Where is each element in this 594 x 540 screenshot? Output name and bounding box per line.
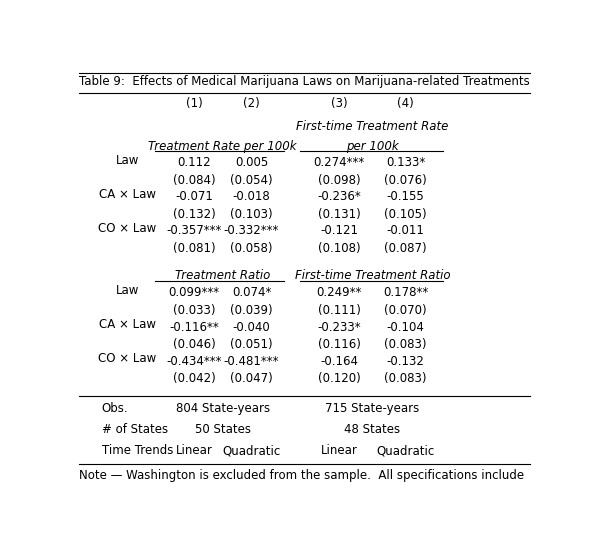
Text: -0.164: -0.164 xyxy=(320,355,358,368)
Text: (0.070): (0.070) xyxy=(384,304,427,317)
Text: Obs.: Obs. xyxy=(102,402,128,415)
Text: CA × Law: CA × Law xyxy=(99,318,156,331)
Text: (0.116): (0.116) xyxy=(318,338,361,351)
Text: Law: Law xyxy=(115,284,139,297)
Text: 0.112: 0.112 xyxy=(177,156,211,169)
Text: (0.046): (0.046) xyxy=(173,338,215,351)
Text: 0.005: 0.005 xyxy=(235,156,268,169)
Text: (0.108): (0.108) xyxy=(318,242,361,255)
Text: (0.098): (0.098) xyxy=(318,174,361,187)
Text: -0.071: -0.071 xyxy=(175,191,213,204)
Text: 0.133*: 0.133* xyxy=(386,156,425,169)
Text: (0.111): (0.111) xyxy=(318,304,361,317)
Text: (0.058): (0.058) xyxy=(230,242,273,255)
Text: -0.040: -0.040 xyxy=(233,321,270,334)
Text: First-time Treatment Ratio: First-time Treatment Ratio xyxy=(295,269,450,282)
Text: Linear: Linear xyxy=(175,444,213,457)
Text: 48 States: 48 States xyxy=(345,423,400,436)
Text: -0.155: -0.155 xyxy=(387,191,425,204)
Text: (0.033): (0.033) xyxy=(173,304,215,317)
Text: -0.481***: -0.481*** xyxy=(224,355,279,368)
Text: Time Trends: Time Trends xyxy=(102,444,173,457)
Text: (0.083): (0.083) xyxy=(384,372,427,385)
Text: Quadratic: Quadratic xyxy=(222,444,280,457)
Text: -0.357***: -0.357*** xyxy=(166,225,222,238)
Text: per 100k: per 100k xyxy=(346,140,399,153)
Text: (0.083): (0.083) xyxy=(384,338,427,351)
Text: CA × Law: CA × Law xyxy=(99,188,156,201)
Text: (0.076): (0.076) xyxy=(384,174,427,187)
Text: -0.121: -0.121 xyxy=(320,225,358,238)
Text: -0.332***: -0.332*** xyxy=(224,225,279,238)
Text: (0.039): (0.039) xyxy=(230,304,273,317)
Text: 0.099***: 0.099*** xyxy=(168,286,220,299)
Text: Treatment Rate per 100k: Treatment Rate per 100k xyxy=(148,140,297,153)
Text: First-time Treatment Rate: First-time Treatment Rate xyxy=(296,120,448,133)
Text: -0.233*: -0.233* xyxy=(317,321,361,334)
Text: (4): (4) xyxy=(397,97,414,110)
Text: Treatment Ratio: Treatment Ratio xyxy=(175,269,270,282)
Text: Linear: Linear xyxy=(321,444,358,457)
Text: (0.087): (0.087) xyxy=(384,242,427,255)
Text: -0.116**: -0.116** xyxy=(169,321,219,334)
Text: (0.120): (0.120) xyxy=(318,372,361,385)
Text: (0.103): (0.103) xyxy=(230,208,273,221)
Text: (0.131): (0.131) xyxy=(318,208,361,221)
Text: -0.434***: -0.434*** xyxy=(166,355,222,368)
Text: 804 State-years: 804 State-years xyxy=(176,402,270,415)
Text: Note — Washington is excluded from the sample.  All specifications include: Note — Washington is excluded from the s… xyxy=(79,469,524,482)
Text: -0.011: -0.011 xyxy=(387,225,425,238)
Text: (0.054): (0.054) xyxy=(230,174,273,187)
Text: 50 States: 50 States xyxy=(195,423,251,436)
Text: (1): (1) xyxy=(185,97,203,110)
Text: Quadratic: Quadratic xyxy=(377,444,435,457)
Text: -0.132: -0.132 xyxy=(387,355,425,368)
Text: (2): (2) xyxy=(243,97,260,110)
Text: (0.132): (0.132) xyxy=(173,208,215,221)
Text: 0.249**: 0.249** xyxy=(316,286,362,299)
Text: 715 State-years: 715 State-years xyxy=(325,402,419,415)
Text: CO × Law: CO × Law xyxy=(98,222,156,235)
Text: Table 9:  Effects of Medical Marijuana Laws on Marijuana-related Treatments: Table 9: Effects of Medical Marijuana La… xyxy=(79,75,530,88)
Text: (3): (3) xyxy=(331,97,347,110)
Text: (0.081): (0.081) xyxy=(173,242,215,255)
Text: (0.051): (0.051) xyxy=(230,338,273,351)
Text: -0.018: -0.018 xyxy=(233,191,270,204)
Text: 0.178**: 0.178** xyxy=(383,286,428,299)
Text: -0.104: -0.104 xyxy=(387,321,425,334)
Text: (0.042): (0.042) xyxy=(173,372,215,385)
Text: 0.074*: 0.074* xyxy=(232,286,271,299)
Text: (0.105): (0.105) xyxy=(384,208,427,221)
Text: 0.274***: 0.274*** xyxy=(313,156,365,169)
Text: Law: Law xyxy=(115,154,139,167)
Text: (0.084): (0.084) xyxy=(173,174,215,187)
Text: (0.047): (0.047) xyxy=(230,372,273,385)
Text: -0.236*: -0.236* xyxy=(317,191,361,204)
Text: # of States: # of States xyxy=(102,423,168,436)
Text: CO × Law: CO × Law xyxy=(98,352,156,365)
